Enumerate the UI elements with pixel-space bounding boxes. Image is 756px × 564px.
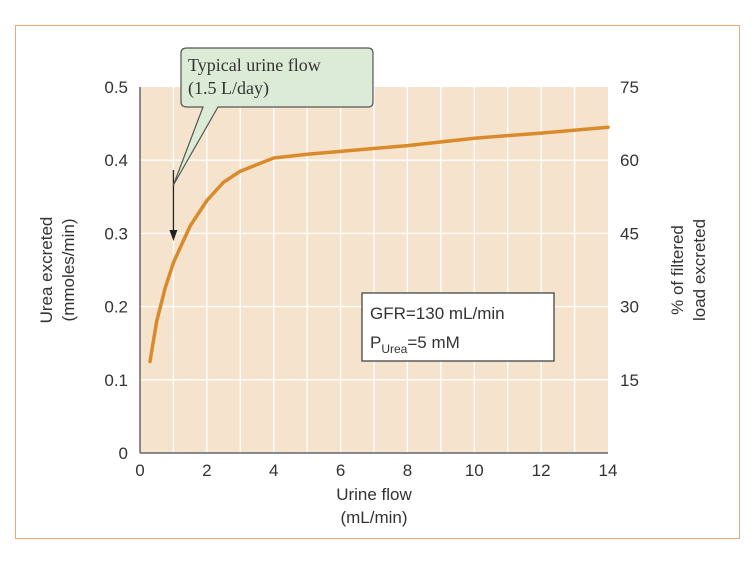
y-tick-label: 0.5 — [104, 78, 128, 97]
x-axis-label: (mL/min) — [340, 508, 407, 527]
y-tick-label: 0.2 — [104, 298, 128, 317]
info-purea: PUrea=5 mM — [370, 333, 460, 356]
x-tick-label: 14 — [599, 461, 618, 480]
info-box — [361, 292, 555, 362]
y2-tick-label: 60 — [620, 151, 639, 170]
figure-frame — [15, 25, 740, 539]
x-tick-label: 12 — [532, 461, 551, 480]
y-tick-label: 0.4 — [104, 151, 128, 170]
x-tick-label: 6 — [336, 461, 345, 480]
y2-axis-label: % of filtered — [668, 225, 687, 315]
x-tick-label: 8 — [403, 461, 412, 480]
y-axis-label: (mmoles/min) — [59, 219, 78, 322]
callout-text: (1.5 L/day) — [188, 78, 269, 99]
x-tick-label: 2 — [202, 461, 211, 480]
x-axis-label: Urine flow — [336, 485, 412, 504]
x-tick-label: 4 — [269, 461, 278, 480]
callout-box — [172, 47, 374, 186]
urea-excretion-curve — [148, 125, 610, 364]
info-gfr: GFR=130 mL/min — [370, 304, 505, 323]
y2-tick-label: 15 — [620, 371, 639, 390]
callout-text: Typical urine flow — [188, 55, 321, 75]
x-tick-label: 10 — [465, 461, 484, 480]
y2-tick-label: 30 — [620, 298, 639, 317]
y-tick-label: 0.3 — [104, 224, 128, 243]
y2-axis-label: load excreted — [690, 219, 709, 321]
y-axis-label: Urea excreted — [37, 217, 56, 324]
y2-tick-label: 45 — [620, 224, 639, 243]
y-tick-label: 0 — [119, 444, 128, 463]
x-tick-label: 0 — [135, 461, 144, 480]
y2-tick-label: 75 — [620, 78, 639, 97]
y-tick-label: 0.1 — [104, 371, 128, 390]
arrowhead-icon — [169, 230, 178, 241]
